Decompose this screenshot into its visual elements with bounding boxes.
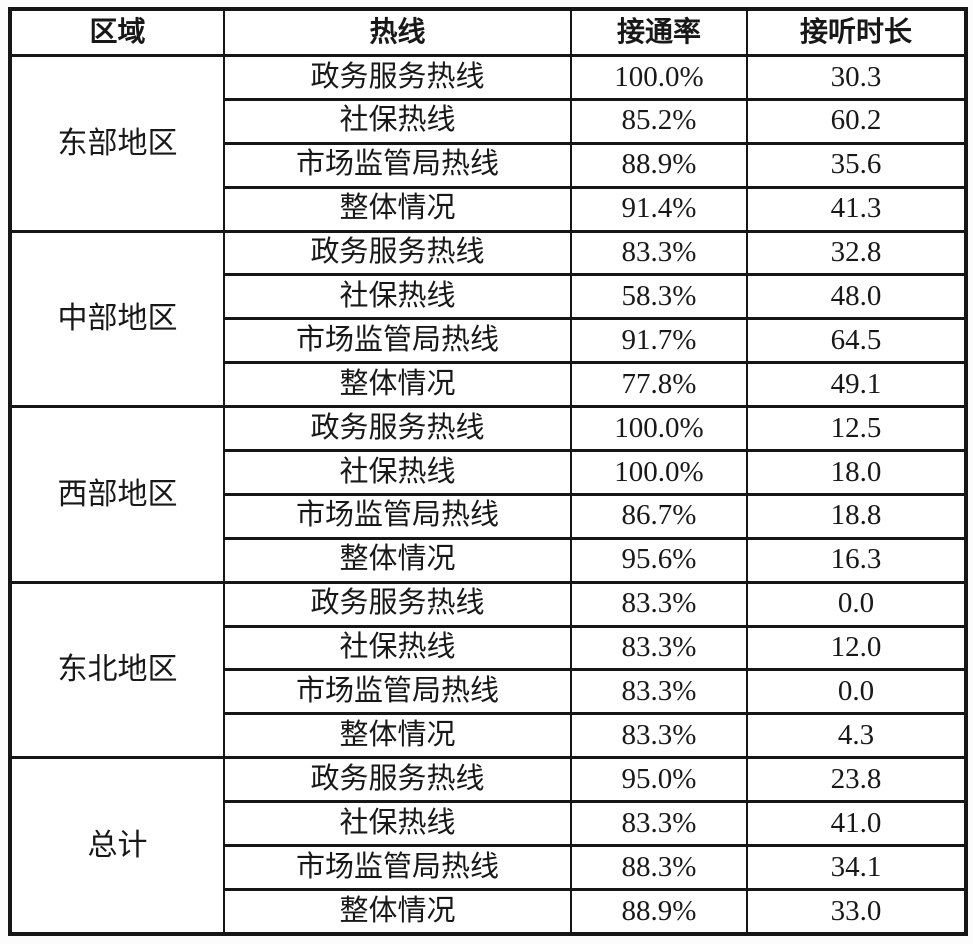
hotline-cell: 整体情况: [223, 361, 572, 409]
header-row: 区域 热线 接通率 接听时长: [9, 7, 967, 57]
table-row: 社保热线 100.0% 18.0: [10, 449, 967, 496]
hotline-cell: 市场监管局热线: [223, 844, 572, 891]
rate-cell: 58.3%: [570, 273, 748, 321]
hotline-cell: 社保热线: [223, 449, 572, 496]
rate-cell: 83.3%: [570, 229, 748, 277]
region-cell: 东北地区: [9, 580, 225, 760]
duration-cell: 4.3: [746, 712, 967, 760]
rate-cell: 83.3%: [570, 712, 748, 760]
rate-cell: 88.3%: [570, 844, 748, 891]
region-cell: 中部地区: [9, 229, 225, 409]
hotline-cell: 政务服务热线: [223, 229, 572, 277]
hotline-cell: 市场监管局热线: [223, 317, 572, 365]
rate-cell: 88.9%: [570, 141, 748, 189]
table-row: 整体情况 91.4% 41.3: [10, 185, 967, 233]
hotline-cell: 整体情况: [223, 536, 572, 584]
header-connect-rate: 接通率: [570, 7, 748, 57]
duration-cell: 18.0: [746, 449, 967, 496]
duration-cell: 33.0: [746, 887, 967, 936]
rate-cell: 83.3%: [570, 800, 748, 848]
table-row: 市场监管局热线 83.3% 0.0: [10, 668, 967, 716]
table-row: 东北地区 政务服务热线 83.3% 0.0: [9, 580, 967, 760]
table-row: 整体情况 95.6% 16.3: [10, 536, 967, 584]
duration-cell: 23.8: [746, 756, 967, 804]
rate-cell: 91.7%: [570, 317, 748, 365]
hotline-cell: 市场监管局热线: [223, 141, 572, 189]
table-row: 中部地区 政务服务热线 83.3% 32.8: [9, 229, 967, 409]
table-row: 市场监管局热线 88.9% 35.6: [10, 141, 967, 189]
rate-cell: 83.3%: [570, 580, 748, 628]
rate-cell: 100.0%: [570, 54, 748, 101]
hotline-cell: 社保热线: [223, 624, 572, 672]
duration-cell: 12.0: [746, 624, 967, 672]
rate-cell: 83.3%: [570, 668, 748, 716]
duration-cell: 34.1: [746, 844, 967, 891]
duration-cell: 0.0: [746, 668, 967, 716]
hotline-cell: 市场监管局热线: [223, 668, 572, 716]
rate-cell: 77.8%: [570, 361, 748, 409]
region-cell: 总计: [9, 756, 225, 936]
table-row: 总计 政务服务热线 95.0% 23.8: [9, 756, 967, 936]
duration-cell: 18.8: [746, 492, 967, 540]
rate-cell: 91.4%: [570, 185, 748, 233]
duration-cell: 32.8: [746, 229, 967, 277]
rate-cell: 88.9%: [570, 887, 748, 936]
table-row: 市场监管局热线 86.7% 18.8: [10, 492, 967, 540]
table-row: 社保热线 83.3% 41.0: [10, 800, 967, 848]
hotline-stats-table: 区域 热线 接通率 接听时长 东部地区 政务服务热线 100.0% 30.3 社保热线 8…: [8, 7, 968, 936]
header-hotline: 热线: [223, 7, 572, 57]
table-row: 社保热线 85.2% 60.2: [10, 97, 967, 145]
table-row: 西部地区 政务服务热线 100.0% 12.5: [9, 405, 967, 584]
rate-cell: 95.6%: [570, 536, 748, 584]
table-row: 整体情况 77.8% 49.1: [10, 361, 967, 409]
hotline-cell: 政务服务热线: [223, 405, 572, 453]
table-row: 市场监管局热线 88.3% 34.1: [10, 844, 967, 891]
hotline-cell: 整体情况: [223, 185, 572, 233]
hotline-cell: 政务服务热线: [223, 54, 572, 101]
duration-cell: 41.0: [746, 800, 967, 848]
hotline-cell: 政务服务热线: [223, 756, 572, 804]
table-row: 社保热线 58.3% 48.0: [10, 273, 967, 321]
duration-cell: 35.6: [746, 141, 967, 189]
duration-cell: 41.3: [746, 185, 967, 233]
header-answer-duration: 接听时长: [746, 7, 967, 57]
header-region: 区域: [9, 7, 225, 57]
table-row: 整体情况 88.9% 33.0: [10, 887, 967, 936]
table-body: 东部地区 政务服务热线 100.0% 30.3 社保热线 85.2% 60.2 市场监管局热线…: [9, 54, 967, 936]
hotline-cell: 政务服务热线: [223, 580, 572, 628]
duration-cell: 0.0: [746, 580, 967, 628]
duration-cell: 16.3: [746, 536, 967, 584]
table-row: 整体情况 83.3% 4.3: [10, 712, 967, 760]
rate-cell: 85.2%: [570, 97, 748, 145]
duration-cell: 60.2: [746, 97, 967, 145]
hotline-cell: 整体情况: [223, 712, 572, 760]
hotline-cell: 社保热线: [223, 273, 572, 321]
rate-cell: 83.3%: [570, 624, 748, 672]
hotline-cell: 社保热线: [223, 800, 572, 848]
table-row: 东部地区 政务服务热线 100.0% 30.3: [9, 54, 967, 233]
table-row: 市场监管局热线 91.7% 64.5: [10, 317, 967, 365]
duration-cell: 30.3: [746, 54, 967, 101]
rate-cell: 95.0%: [570, 756, 748, 804]
rate-cell: 100.0%: [570, 449, 748, 496]
duration-cell: 12.5: [746, 405, 967, 453]
region-cell: 东部地区: [9, 54, 225, 233]
hotline-cell: 社保热线: [223, 97, 572, 145]
table-row: 社保热线 83.3% 12.0: [10, 624, 967, 672]
duration-cell: 49.1: [746, 361, 967, 409]
duration-cell: 48.0: [746, 273, 967, 321]
duration-cell: 64.5: [746, 317, 967, 365]
hotline-cell: 整体情况: [223, 887, 572, 936]
rate-cell: 100.0%: [570, 405, 748, 453]
region-cell: 西部地区: [9, 405, 225, 584]
rate-cell: 86.7%: [570, 492, 748, 540]
hotline-cell: 市场监管局热线: [223, 492, 572, 540]
